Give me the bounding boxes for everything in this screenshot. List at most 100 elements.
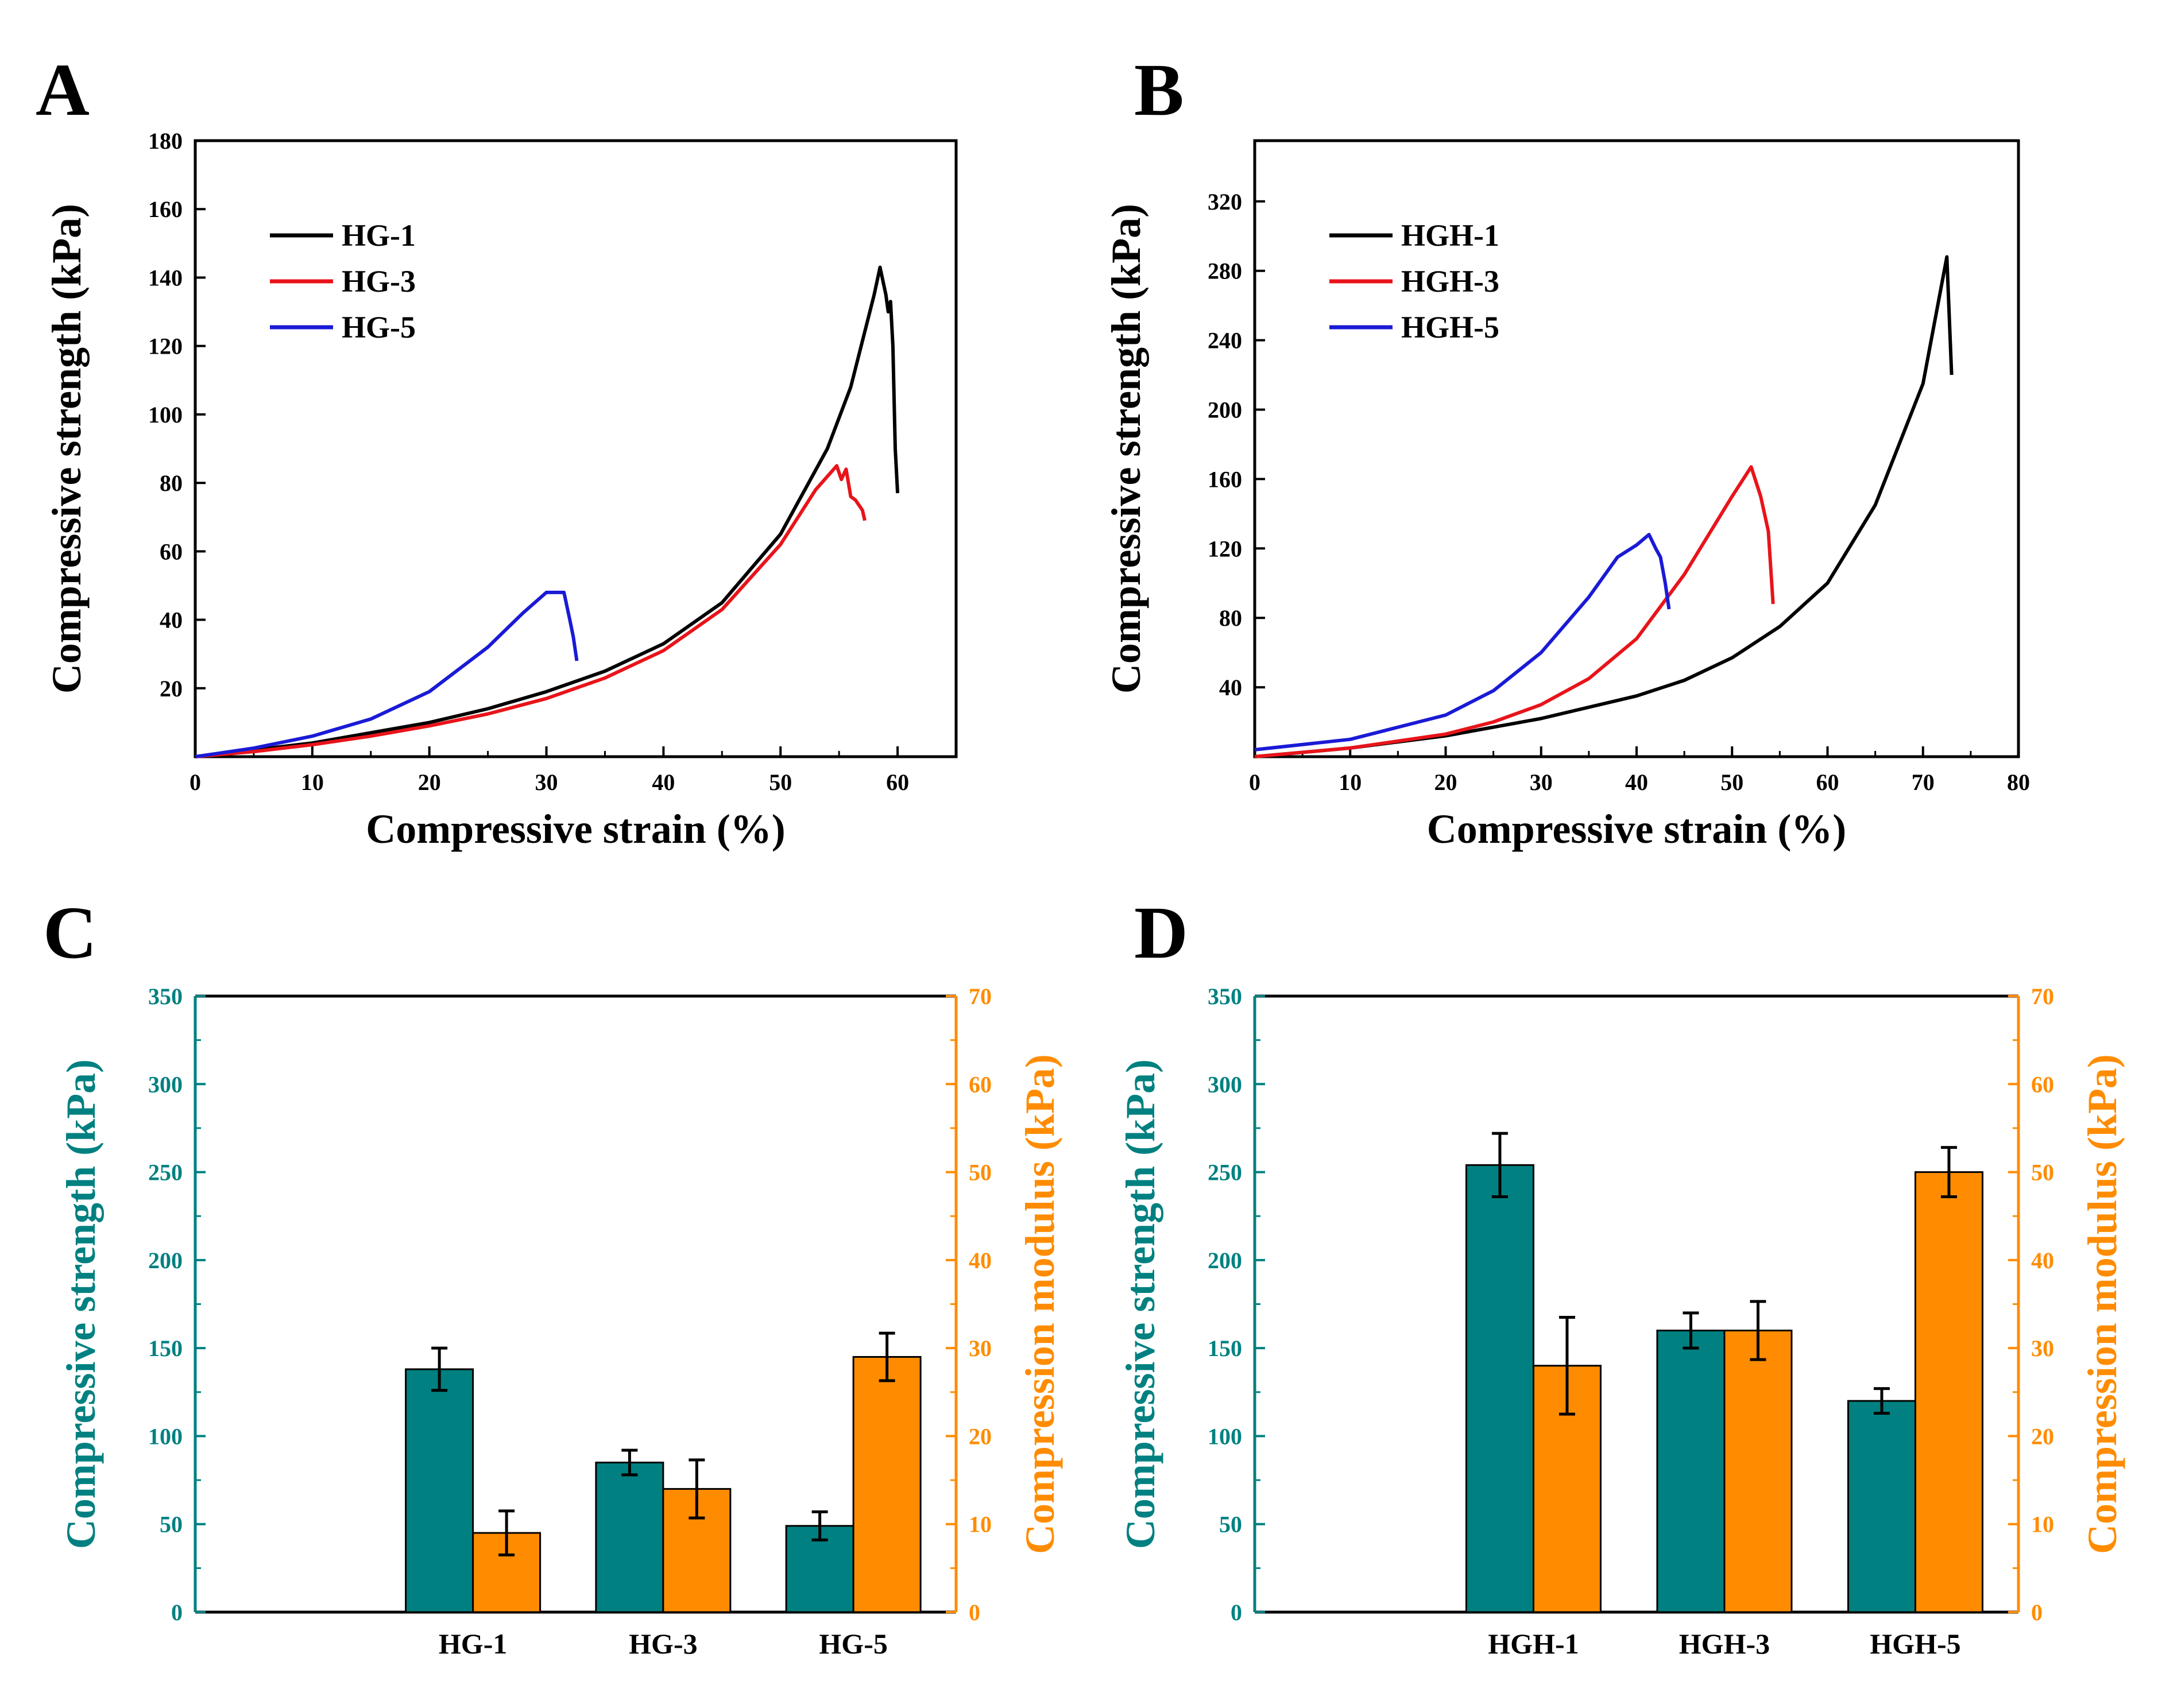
x-tick-label: 40 [1625,769,1648,795]
y-tick-label: 180 [148,128,183,154]
y-tick-label: 350 [1208,983,1242,1009]
x-tick-label: 10 [1339,769,1362,795]
y-tick-label: 140 [148,265,183,291]
y-axis-title: Compressive strength (kPa) [58,1059,104,1549]
category-label: HGH-3 [1679,1628,1770,1660]
y-tick-label: 250 [1208,1160,1242,1186]
y-axis-title: Compressive strength (kPa) [1103,204,1149,694]
panel-c: C 0 50 100 150 200 250 300 350 0 10 20 30 40 50 60 70 Co… [43,892,1063,1660]
x-tick-label: 50 [1720,769,1743,795]
legend-label: HGH-5 [1401,310,1499,344]
y-tick-label: 200 [1208,397,1242,423]
y-tick-label: 100 [148,1423,183,1449]
plot-a: 0 10 20 30 40 50 60 20 40 60 80 100 120 140 160 180 Comp… [44,128,958,852]
y2-tick-label: 50 [2031,1160,2054,1186]
y-tick-label: 120 [148,334,183,359]
y2-tick-label: 40 [2031,1248,2054,1273]
y-tick-label: 200 [148,1248,183,1273]
plot-d: 0 50 100 150 200 250 300 350 0 10 20 30 40 50 60 70 Comp… [1117,983,2125,1660]
y-axis-title: Compressive strength (kPa) [1117,1059,1163,1549]
y2-tick-label: 0 [2031,1599,2043,1625]
bar-compressive-strength [405,1368,474,1613]
plot-frame [1253,139,2020,758]
y2-tick-label: 0 [969,1599,980,1625]
plot-b: 0 10 20 30 40 50 60 70 80 40 80 120 160 200 240 280 320 C… [1103,139,2030,852]
y-tick-label: 50 [1219,1512,1242,1537]
y-tick-label: 100 [148,402,183,428]
y-tick-label: 120 [1208,536,1242,561]
bar-compressive-strength [1656,1329,1726,1613]
bar-compressive-strength [1465,1164,1534,1613]
y-tick-label: 250 [148,1160,183,1186]
y-tick-label: 40 [160,607,183,633]
category-label: HGH-1 [1488,1628,1579,1660]
x-tick-label: 10 [301,769,324,795]
y2-tick-label: 10 [2031,1512,2054,1537]
y2-tick-label: 10 [969,1512,992,1537]
series-line-hgh-1 [1254,255,1954,758]
legend-label: HG-1 [342,218,416,253]
y-tick-label: 200 [1208,1248,1242,1273]
series-line-hg-3 [195,464,867,758]
x-tick-label: 60 [1816,769,1839,795]
legend-label: HG-3 [342,264,416,299]
x-tick-label: 0 [189,769,201,795]
y-tick-label: 150 [148,1335,183,1361]
plot-c: 0 50 100 150 200 250 300 350 0 10 20 30 40 50 60 70 Comp… [58,983,1063,1660]
bar-compression-modulus [1914,1171,1983,1613]
series-line-hg-1 [195,265,900,758]
x-tick-label: 0 [1249,769,1260,795]
x-tick-label: 30 [535,769,558,795]
x-tick-label: 70 [1912,769,1935,795]
y-tick-label: 100 [1208,1423,1242,1449]
panel-d-letter: D [1134,892,1188,974]
x-tick-label: 60 [886,769,909,795]
series-line-hgh-3 [1254,465,1775,758]
y2-tick-label: 20 [2031,1423,2054,1449]
x-tick-label: 50 [769,769,792,795]
bar-compression-modulus [852,1355,922,1613]
bar-compressive-strength [1847,1400,1916,1613]
y-tick-label: 80 [1219,605,1242,631]
panel-a-letter: A [36,49,90,131]
y2-tick-label: 60 [2031,1071,2054,1097]
series-line-hg-5 [195,590,579,758]
legend-label: HGH-1 [1401,218,1499,253]
plot-frame [194,139,958,758]
panel-b: B 0 10 20 30 40 50 60 70 80 40 80 120 160 200 240 280 32… [1103,49,2030,852]
legend-label: HG-5 [342,310,416,344]
category-label: HGH-5 [1870,1628,1960,1660]
panel-b-letter: B [1134,49,1184,131]
y2-tick-label: 40 [969,1248,992,1273]
x-tick-label: 80 [2007,769,2030,795]
x-tick-label: 30 [1530,769,1553,795]
y-tick-label: 240 [1208,328,1242,354]
y2-tick-label: 20 [969,1423,992,1449]
y-tick-label: 0 [171,1599,183,1625]
panel-a: A 0 10 20 30 40 50 60 20 40 60 80 100 120 140 160 180 Co… [36,49,958,852]
x-tick-label: 20 [418,769,441,795]
x-tick-label: 40 [652,769,675,795]
y-tick-label: 160 [1208,466,1242,492]
y-tick-label: 350 [148,983,183,1009]
panel-d: D 0 50 100 150 200 250 300 350 0 10 20 30 40 50 60 70 Co… [1117,892,2125,1660]
series-line-hgh-5 [1254,533,1671,752]
y2-tick-label: 70 [2031,983,2054,1009]
y-tick-label: 20 [160,676,183,702]
y-tick-label: 0 [1231,1599,1242,1625]
y-tick-label: 160 [148,196,183,222]
y2-tick-label: 70 [969,983,992,1009]
y-tick-label: 50 [160,1512,183,1537]
y2-tick-label: 60 [969,1071,992,1097]
y-tick-label: 320 [1208,189,1242,215]
y2-axis-title: Compression modulus (kPa) [2079,1054,2125,1554]
panel-c-letter: C [43,892,97,974]
category-label: HG-1 [439,1628,507,1660]
y-tick-label: 150 [1208,1335,1242,1361]
y-tick-label: 300 [148,1071,183,1097]
x-axis-title: Compressive strain (%) [366,806,786,852]
y2-tick-label: 30 [2031,1335,2054,1361]
category-label: HG-3 [629,1628,697,1660]
y-tick-label: 280 [1208,258,1242,284]
